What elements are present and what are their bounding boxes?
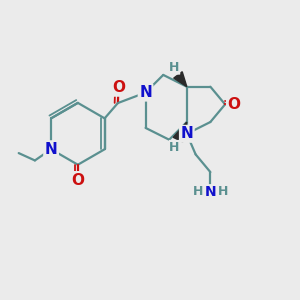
Text: O: O <box>227 97 240 112</box>
Polygon shape <box>174 72 187 87</box>
Text: N: N <box>139 85 152 100</box>
Text: O: O <box>71 172 84 188</box>
Text: H: H <box>169 61 180 74</box>
Text: H: H <box>169 141 180 154</box>
Text: N: N <box>180 126 193 141</box>
Text: N: N <box>205 185 216 199</box>
Text: H: H <box>193 185 203 198</box>
Text: O: O <box>112 80 125 95</box>
Text: H: H <box>218 185 228 198</box>
Polygon shape <box>173 122 187 142</box>
Text: N: N <box>45 142 58 157</box>
